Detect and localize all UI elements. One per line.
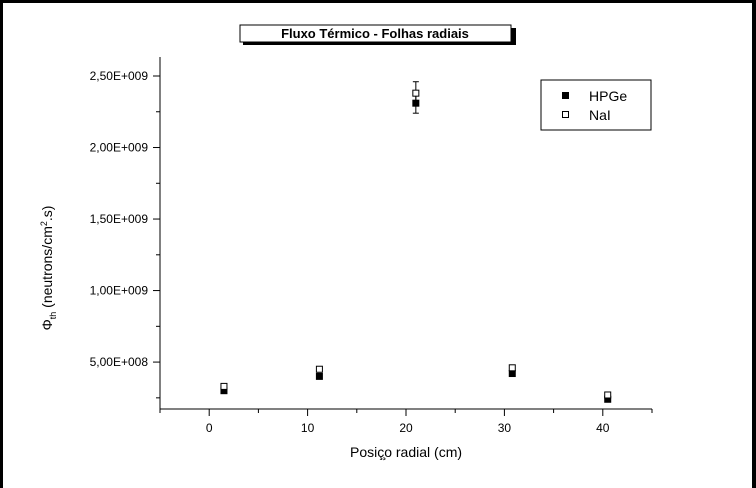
point-hpge	[315, 372, 323, 380]
point-nai	[412, 89, 420, 97]
point-nai	[508, 364, 516, 372]
x-tick-label: 20	[399, 421, 413, 435]
y-tick-label: 2,00E+009	[90, 141, 149, 155]
y-tick-label: 2,50E+009	[90, 69, 149, 83]
legend-box	[540, 79, 652, 131]
point-nai	[220, 382, 228, 390]
x-axis-title: Posiç̧o radial (cm)	[350, 444, 462, 460]
x-tick-label: 10	[301, 421, 315, 435]
point-hpge	[220, 387, 228, 395]
x-ticks: 0 10 20 30 40	[159, 409, 653, 435]
legend-marker-hpge	[562, 92, 569, 99]
point-nai	[604, 391, 612, 399]
y-axis-title: Φth (neutrons/cm2.s)	[39, 206, 58, 331]
chart-title: Fluxo Térmico - Folhas radiais	[281, 26, 469, 41]
point-hpge	[508, 370, 516, 378]
legend: HPGe NaI	[540, 79, 652, 131]
x-tick-label: 30	[498, 421, 512, 435]
x-tick-label: 0	[206, 421, 213, 435]
y-ticks: 5,00E+008 1,00E+009 1,50E+009 2,00E+009 2,50…	[90, 69, 160, 399]
legend-label-nai: NaI	[589, 107, 611, 123]
data-points	[220, 81, 612, 403]
legend-label-hpge: HPGe	[589, 88, 627, 104]
point-nai	[315, 365, 323, 373]
y-tick-label: 5,00E+008	[90, 355, 149, 369]
y-tick-label: 1,00E+009	[90, 284, 149, 298]
legend-marker-nai	[562, 111, 569, 118]
point-hpge	[604, 395, 612, 403]
y-tick-label: 1,50E+009	[90, 212, 149, 226]
chart-title-box: Fluxo Térmico - Folhas radiais	[239, 24, 516, 45]
x-tick-label: 40	[596, 421, 610, 435]
